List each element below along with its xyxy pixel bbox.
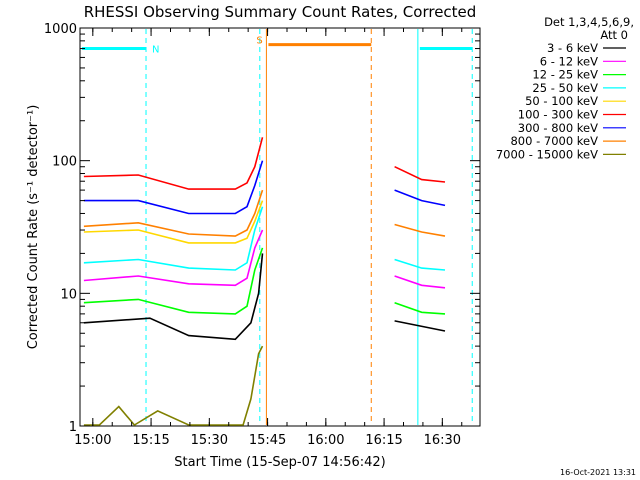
series-3-6keV xyxy=(83,253,446,341)
x-axis-label: Start Time (15-Sep-07 14:56:42) xyxy=(174,455,385,470)
x-tick-label-5: 16:00 xyxy=(307,433,344,448)
legend-label-7: 300 - 800 keV xyxy=(518,121,598,135)
series-4-segment-1 xyxy=(83,206,264,271)
y-tick-label-1: 1 xyxy=(69,420,77,435)
legend-label-1: 3 - 6 keV xyxy=(547,41,598,55)
x-tick-label-2: 15:15 xyxy=(132,433,169,448)
x-tick-label-7: 16:30 xyxy=(424,433,461,448)
y-tick-label-3: 100 xyxy=(52,155,77,170)
x-tick-label-4: 15:45 xyxy=(249,433,286,448)
series-1-segment-1 xyxy=(83,253,264,341)
legend-header-line-1: Det 1,3,4,5,6,9, xyxy=(544,15,634,29)
series-25-50keV xyxy=(83,206,446,271)
axis-ticks: 15:00 15:15 15:30 15:45 16:00 16:15 16:30 1 10 10… xyxy=(44,22,480,448)
y-axis-label: Corrected Count Rate (s⁻¹ detector⁻¹) xyxy=(26,105,41,350)
legend-label-2: 6 - 12 keV xyxy=(540,54,598,68)
series-8-segment-2 xyxy=(394,223,446,237)
series-3-segment-1 xyxy=(83,247,264,315)
series-300-800keV xyxy=(83,160,446,215)
series-8-segment-1 xyxy=(83,189,264,237)
series-800-7000keV xyxy=(83,189,446,237)
series-3-segment-2 xyxy=(394,301,446,315)
series-7-segment-1 xyxy=(83,160,264,215)
legend-label-3: 12 - 25 keV xyxy=(532,68,598,82)
series-12-25keV xyxy=(83,247,446,315)
series-50-100keV xyxy=(83,200,264,244)
annotation-label-1: N xyxy=(152,45,159,56)
legend-label-8: 800 - 7000 keV xyxy=(510,134,598,148)
chart-title: RHESSI Observing Summary Count Rates, Co… xyxy=(84,3,477,21)
series-6-12keV xyxy=(83,229,446,289)
series-100-300keV xyxy=(83,137,446,190)
series-layer xyxy=(83,137,446,427)
legend-label-9: 7000 - 15000 keV xyxy=(496,147,598,161)
series-1-segment-2 xyxy=(394,320,446,332)
y-tick-label-2: 10 xyxy=(60,287,77,302)
plot-area: NS 15:00 15:15 15:30 15:45 16:00 16:15 16:3011… xyxy=(44,22,481,448)
series-5-segment-1 xyxy=(83,200,264,244)
legend-label-5: 50 - 100 keV xyxy=(525,94,598,108)
legend-header-line-2: Att 0 xyxy=(600,28,628,42)
series-6-segment-2 xyxy=(394,165,446,183)
x-tick-label-1: 15:00 xyxy=(74,433,111,448)
series-7-segment-2 xyxy=(394,189,446,207)
y-tick-label-4: 1000 xyxy=(44,22,77,37)
plot-frame xyxy=(79,27,481,427)
series-2-segment-1 xyxy=(83,229,264,287)
vertical-lines xyxy=(145,29,473,425)
series-4-segment-2 xyxy=(394,258,446,271)
series-2-segment-2 xyxy=(394,275,446,289)
series-9-segment-1 xyxy=(83,345,264,427)
series-6-segment-1 xyxy=(83,137,264,190)
annotation-label-3: S xyxy=(256,36,262,47)
annotations: NS xyxy=(82,36,473,56)
series-7000-15000keV xyxy=(83,345,264,427)
x-tick-label-6: 16:15 xyxy=(365,433,402,448)
legend-label-4: 25 - 50 keV xyxy=(532,81,598,95)
legend-label-6: 100 - 300 keV xyxy=(518,108,598,122)
x-tick-label-3: 15:30 xyxy=(191,433,228,448)
footer-timestamp: 16-Oct-2021 13:31 xyxy=(560,468,636,477)
